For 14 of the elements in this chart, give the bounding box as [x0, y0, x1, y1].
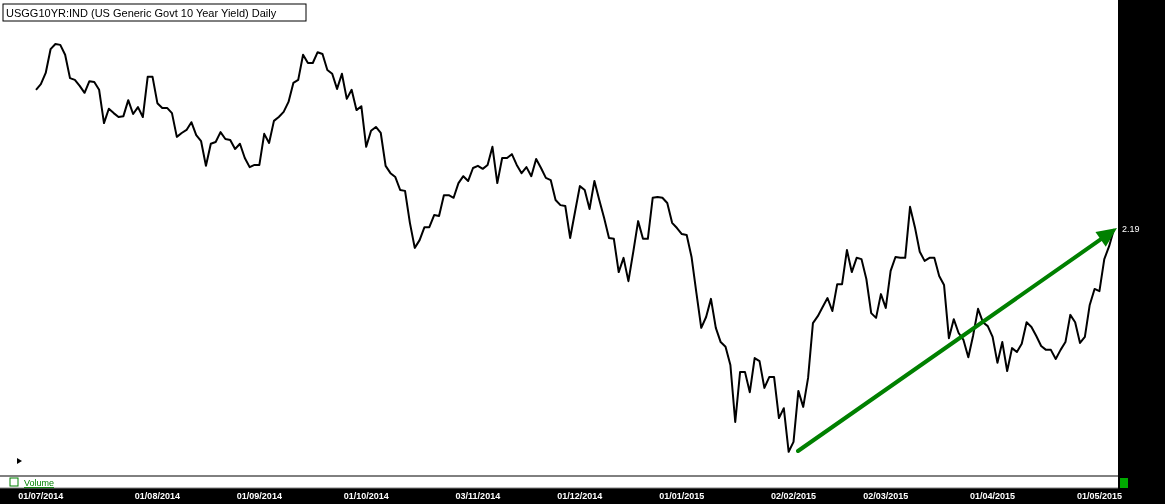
x-tick-label: 01/05/2015 — [1076, 491, 1122, 501]
x-tick-label: 01/10/2014 — [343, 491, 389, 501]
chart-title: USGG10YR:IND (US Generic Govt 10 Year Yield) Daily — [6, 7, 277, 19]
x-tick-label: 01/09/2014 — [236, 491, 282, 501]
x-tick-label: 01/12/2014 — [557, 491, 603, 501]
x-tick-label: 01/01/2015 — [659, 491, 705, 501]
text: Volume — [24, 478, 55, 488]
x-tick-label: 01/08/2014 — [134, 491, 180, 501]
text: 2.19 — [1122, 223, 1140, 234]
x-tick-label: 03/11/2014 — [455, 491, 501, 501]
x-tick-label: 01/04/2015 — [970, 491, 1016, 501]
x-tick-label: 01/07/2014 — [18, 491, 64, 501]
x-tick-label: 02/03/2015 — [863, 491, 909, 501]
x-tick-label: 02/02/2015 — [770, 491, 817, 501]
